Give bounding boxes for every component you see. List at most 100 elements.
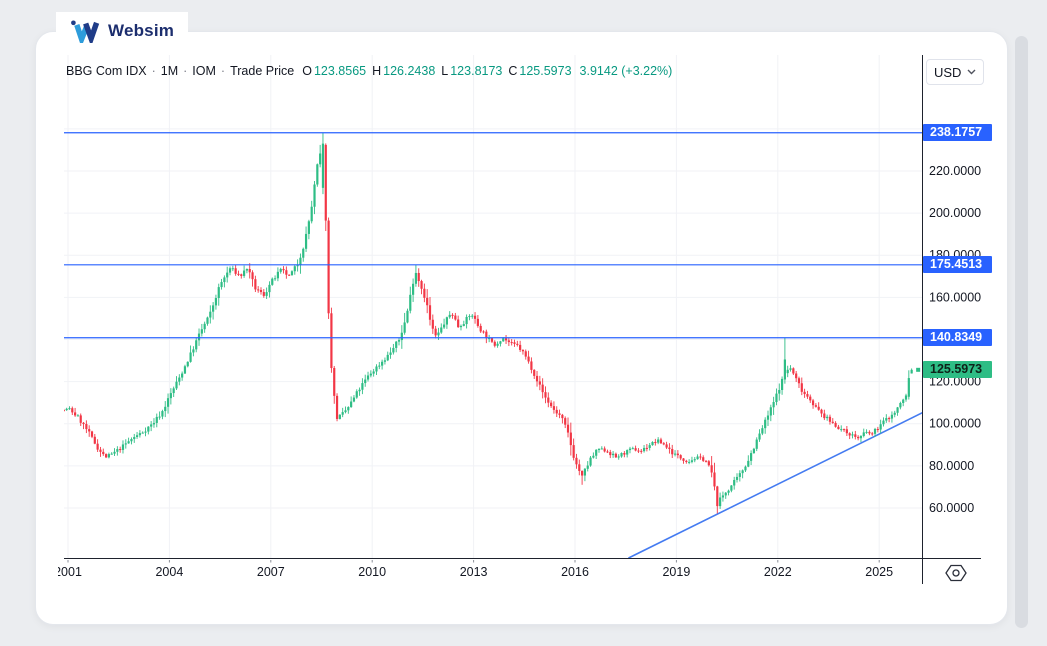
candle-body xyxy=(414,272,418,284)
candle-body xyxy=(445,317,448,325)
hexagon-eye-icon xyxy=(945,564,967,582)
y-axis-label: 200.0000 xyxy=(929,206,981,220)
last-price-marker xyxy=(916,367,921,372)
candle-body xyxy=(203,323,206,330)
candle-body xyxy=(459,325,463,328)
candle-body xyxy=(648,445,651,448)
candle-body xyxy=(859,435,863,439)
app-card xyxy=(35,31,1008,625)
candle-body xyxy=(685,460,688,463)
candle-body xyxy=(299,257,302,266)
candle-body xyxy=(803,391,806,395)
chart-legend[interactable]: BBG Com IDX · 1M · IOM · Trade Price O 12… xyxy=(66,64,672,78)
candle-body xyxy=(79,415,82,423)
candle-body xyxy=(186,361,189,367)
candle-body xyxy=(755,439,758,449)
candle-body xyxy=(738,473,741,477)
candle-body xyxy=(448,314,451,318)
candle-body xyxy=(724,492,727,496)
candle-body xyxy=(437,332,440,336)
candle-body xyxy=(499,341,502,344)
candle-body xyxy=(789,368,792,370)
candle-body xyxy=(417,272,420,282)
candle-body xyxy=(699,456,702,458)
candle-body xyxy=(119,449,122,451)
legend-separator: · xyxy=(220,64,226,78)
candle-body xyxy=(166,398,170,407)
legend-separator: · xyxy=(151,64,156,78)
time-axis-labels[interactable]: 2001 2004 2007 2010 2013 2016 2019 2022 2025 xyxy=(54,559,893,580)
candle-body xyxy=(276,271,279,279)
candle-body xyxy=(257,289,260,291)
candle-body xyxy=(873,428,877,434)
brand-logo[interactable]: Websim xyxy=(56,12,189,50)
trendline[interactable] xyxy=(628,412,924,559)
candle-body xyxy=(862,432,865,436)
candle-body xyxy=(372,371,375,374)
candle-body xyxy=(420,281,423,289)
candle-body xyxy=(904,395,908,400)
candle-body xyxy=(214,298,218,306)
currency-label: USD xyxy=(934,64,962,80)
symbol-title: BBG Com IDX xyxy=(66,64,147,78)
candle-body xyxy=(730,485,733,491)
candle-body xyxy=(490,338,494,342)
candle-body xyxy=(121,444,125,450)
x-axis-label: 2025 xyxy=(865,565,893,579)
scrollbar-thumb[interactable] xyxy=(1015,36,1028,628)
candle-body xyxy=(406,310,409,323)
candle-body xyxy=(296,265,299,267)
candle-body xyxy=(566,424,570,433)
candle-body xyxy=(761,428,764,434)
candle-body xyxy=(645,447,648,449)
candle-body xyxy=(288,274,291,276)
candle-body xyxy=(713,472,716,487)
y-axis-label: 160.0000 xyxy=(929,290,981,304)
candle-body xyxy=(158,416,161,418)
candle-body xyxy=(147,426,150,432)
last-price-badge: 125.5973 xyxy=(923,361,992,379)
candle-body xyxy=(195,340,198,350)
candle-body xyxy=(161,411,164,417)
candle-body xyxy=(307,221,310,234)
candle-body xyxy=(665,444,668,448)
candle-body xyxy=(597,449,601,451)
scale-settings-button[interactable] xyxy=(943,560,969,586)
candle-body xyxy=(451,314,454,316)
candle-body xyxy=(240,274,243,276)
candle-body xyxy=(375,366,378,372)
currency-dropdown[interactable]: USD xyxy=(926,59,984,85)
candle-body xyxy=(228,268,232,273)
candle-body xyxy=(327,220,330,314)
y-axis-label: 220.0000 xyxy=(929,164,981,178)
candle-body xyxy=(473,315,477,319)
candle-body xyxy=(175,381,178,389)
candle-body xyxy=(735,476,739,480)
candle-body xyxy=(181,373,184,378)
candle-body xyxy=(192,349,195,353)
candlestick-series[interactable] xyxy=(57,132,913,514)
candle-body xyxy=(130,439,133,442)
interval-label: 1M xyxy=(160,64,179,78)
candle-body xyxy=(682,458,685,461)
candle-body xyxy=(164,406,167,412)
candle-body xyxy=(124,443,127,445)
candle-body xyxy=(890,414,894,419)
candle-body xyxy=(651,442,654,446)
candle-body xyxy=(795,373,798,379)
close-letter: C xyxy=(508,64,518,78)
candle-body xyxy=(242,270,246,276)
candle-body xyxy=(744,466,747,471)
candle-body xyxy=(609,452,612,456)
candle-body xyxy=(865,431,868,433)
candle-body xyxy=(282,268,285,271)
candle-body xyxy=(820,409,823,414)
price-level-badge: 238.1757 xyxy=(923,124,992,142)
candle-body xyxy=(212,305,215,312)
candle-body xyxy=(848,433,851,436)
candle-body xyxy=(547,397,550,403)
candle-body xyxy=(727,490,730,493)
candle-body xyxy=(231,268,234,270)
candle-body xyxy=(510,342,513,344)
